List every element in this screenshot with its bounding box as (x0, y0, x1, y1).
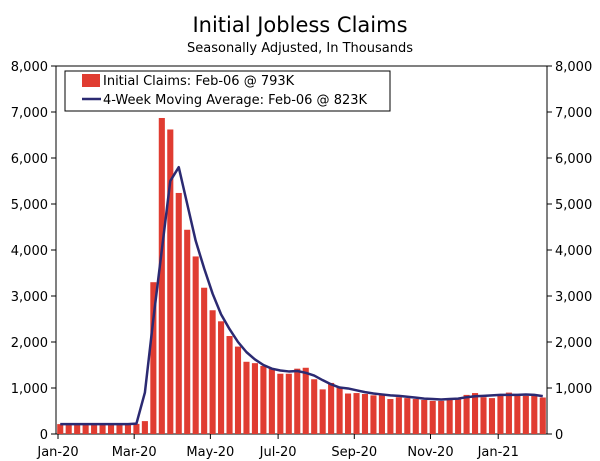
x-tick-label-4: Sep-20 (331, 445, 377, 460)
y-tick-label-left-7: 7,000 (11, 106, 48, 121)
y-tick-label-right-2: 2,000 (555, 336, 592, 351)
bar-3 (82, 424, 89, 434)
bar-8 (124, 424, 132, 434)
bar-43 (421, 399, 428, 434)
bar-25 (268, 368, 275, 434)
bar-16 (192, 256, 199, 434)
y-tick-label-right-6: 6,000 (555, 152, 592, 167)
y-tick-label-left-4: 4,000 (11, 244, 48, 259)
bar-21 (234, 346, 242, 434)
bar-4 (91, 424, 98, 434)
bar-49 (472, 393, 479, 434)
bar-42 (412, 399, 419, 434)
y-tick-label-right-5: 5,000 (555, 198, 592, 213)
plot-frame (55, 65, 548, 435)
bar-54 (514, 395, 521, 434)
bar-57 (539, 397, 546, 434)
bar-2 (74, 424, 81, 434)
bar-40 (395, 397, 402, 434)
y-tick-label-right-0: 0 (555, 428, 563, 443)
bar-20 (226, 336, 233, 434)
bar-39 (387, 399, 394, 434)
y-tick-label-left-1: 1,000 (11, 382, 48, 397)
bar-17 (201, 287, 208, 434)
bar-24 (260, 365, 267, 434)
bar-56 (531, 395, 538, 434)
bar-27 (285, 373, 292, 434)
bar-6 (107, 423, 115, 434)
bar-32 (328, 382, 335, 434)
y-axis-right: 0 1,000 2,000 3,000 4,000 5,000 6,000 7,000 8,00… (547, 60, 592, 443)
y-tick-label-left-6: 6,000 (11, 152, 48, 167)
bar-10 (141, 421, 148, 434)
y-tick-label-left-5: 5,000 (11, 198, 48, 213)
bar-11 (150, 282, 157, 434)
bar-55 (522, 395, 529, 434)
x-tick-label-2: May-20 (186, 445, 234, 460)
x-tick-label-5: Nov-20 (407, 445, 453, 460)
x-tick-label-6: Jan-21 (477, 445, 519, 460)
bar-33 (336, 387, 343, 434)
legend-moving-average: 4-Week Moving Average: Feb-06 @ 823K (103, 93, 368, 108)
bar-15 (184, 229, 191, 434)
bar-38 (378, 393, 385, 434)
bar-44 (429, 400, 436, 434)
bar-46 (446, 399, 453, 434)
bar-7 (116, 424, 123, 434)
chart-subtitle: Seasonally Adjusted, In Thousands (187, 41, 413, 56)
legend-bar-swatch (82, 74, 100, 87)
x-tick-label-0: Jan-20 (36, 445, 78, 460)
legend-initial-claims: Initial Claims: Feb-06 @ 793K (103, 74, 295, 89)
bar-29 (302, 367, 309, 434)
bar-13 (167, 129, 174, 435)
bar-36 (361, 393, 369, 434)
x-tick-label-1: Mar-20 (112, 445, 157, 460)
bar-48 (463, 394, 470, 434)
y-tick-label-left-0: 0 (40, 428, 48, 443)
bar-30 (311, 379, 318, 434)
bar-22 (243, 361, 250, 434)
chart-title: Initial Jobless Claims (192, 13, 407, 37)
bar-31 (319, 389, 326, 434)
bar-28 (294, 368, 301, 434)
bar-0 (57, 424, 64, 434)
y-tick-label-right-8: 8,000 (555, 60, 592, 75)
bar-12 (158, 117, 165, 434)
bar-18 (209, 310, 216, 434)
bar-45 (438, 400, 445, 434)
bar-53 (505, 392, 512, 434)
legend: Initial Claims: Feb-06 @ 793K 4-Week Mov… (64, 70, 391, 112)
bar-47 (455, 398, 462, 434)
y-axis-left: 0 1,000 2,000 3,000 4,000 5,000 6,000 7,000 8,00… (11, 60, 56, 443)
bar-50 (480, 397, 487, 434)
y-tick-label-right-3: 3,000 (555, 290, 592, 305)
bar-37 (370, 395, 377, 434)
bar-52 (497, 395, 504, 434)
bar-34 (345, 393, 352, 434)
bar-1 (65, 423, 72, 434)
y-tick-label-left-2: 2,000 (11, 336, 48, 351)
bar-26 (277, 373, 284, 434)
x-axis: Jan-20 Mar-20 May-20 Jul-20 Sep-20 Nov-20 Jan-… (36, 434, 519, 460)
bar-9 (133, 423, 140, 434)
bar-41 (404, 398, 411, 434)
legend-box (64, 70, 391, 112)
y-tick-label-left-8: 8,000 (11, 60, 48, 75)
moving-average-line (60, 165, 543, 426)
bar-51 (488, 398, 496, 434)
bar-35 (353, 393, 360, 434)
bar-14 (175, 192, 182, 434)
x-tick-label-3: Jul-20 (259, 445, 297, 460)
bar-5 (99, 424, 106, 434)
y-tick-label-right-7: 7,000 (555, 106, 592, 121)
bar-series (57, 117, 546, 435)
bar-23 (251, 363, 258, 434)
y-tick-label-left-3: 3,000 (11, 290, 48, 305)
y-tick-label-right-4: 4,000 (555, 244, 592, 259)
bar-19 (218, 321, 225, 434)
y-tick-label-right-1: 1,000 (555, 382, 592, 397)
